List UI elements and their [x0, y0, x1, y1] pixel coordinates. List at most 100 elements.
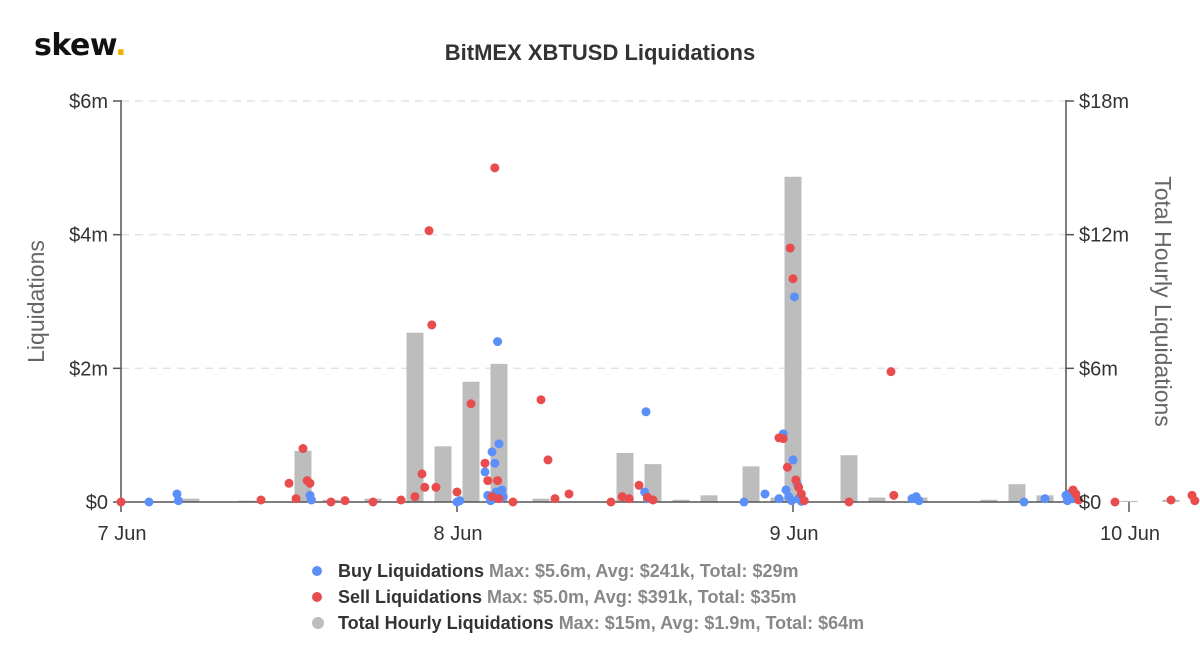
legend-buy-stats: Max: $5.6m, Avg: $241k, Total: $29m	[489, 561, 799, 581]
total-hourly-bar	[784, 176, 802, 502]
legend-item-total[interactable]: Total Hourly Liquidations Max: $15m, Avg…	[312, 610, 864, 636]
total-hourly-bar	[700, 495, 718, 502]
x-tick-label: 10 Jun	[1100, 523, 1160, 545]
chart-title: BitMEX XBTUSD Liquidations	[444, 40, 756, 65]
right-tick-label: $0	[1079, 492, 1101, 514]
sell-liquidation-point	[648, 495, 658, 505]
left-tick-label: $6m	[69, 91, 108, 113]
legend-total-symbol	[312, 617, 324, 630]
sell-liquidation-point	[487, 492, 497, 502]
sell-liquidation-point	[396, 495, 406, 505]
right-tick-label: $6m	[1079, 358, 1118, 380]
total-hourly-bar	[182, 498, 200, 502]
sell-liquidation-point	[550, 494, 560, 504]
sell-liquidation-point	[785, 243, 795, 253]
sell-liquidation-point	[791, 475, 801, 485]
legend-sell-stats: Max: $5.0m, Avg: $391k, Total: $35m	[487, 587, 797, 607]
legend-item-sell[interactable]: Sell Liquidations Max: $5.0m, Avg: $391k…	[312, 584, 864, 610]
buy-liquidation-point	[787, 496, 797, 506]
sell-liquidation-point	[889, 490, 899, 500]
sell-liquidation-point	[431, 482, 441, 492]
right-tick-label: $18m	[1079, 91, 1129, 113]
sell-liquidation-point	[782, 462, 792, 472]
x-tick-label: 8 Jun	[434, 523, 483, 545]
sell-liquidation-point	[452, 487, 462, 497]
left-tick-label: $4m	[69, 225, 108, 247]
buy-liquidation-point	[493, 337, 503, 347]
sell-liquidation-point	[1166, 495, 1176, 505]
axis-labels: $0 $2m $4m $6m $0 $6m $12m $18m 7 Jun 8 Jun 9 Jun 1…	[23, 91, 1176, 545]
buy-liquidation-point	[144, 497, 154, 507]
total-hourly-bar	[840, 455, 858, 502]
sell-liquidation-point	[564, 489, 574, 499]
sell-liquidation-point	[788, 274, 798, 284]
right-tick-label: $12m	[1079, 225, 1129, 247]
legend-total-stats: Max: $15m, Avg: $1.9m, Total: $64m	[558, 613, 865, 633]
total-hourly-bar	[616, 452, 634, 502]
sell-liquidation-point	[886, 367, 896, 377]
total-hourly-bar	[462, 381, 480, 502]
left-axis-title: Liquidations	[23, 240, 49, 363]
buy-liquidation-point	[914, 496, 924, 506]
buy-liquidation-point	[788, 455, 798, 465]
buy-liquidation-point	[739, 497, 749, 507]
total-hourly-bar	[532, 498, 550, 502]
sell-liquidation-point	[617, 492, 627, 502]
sell-liquidation-point	[326, 497, 336, 507]
total-hourly-bar	[1120, 500, 1138, 502]
sell-liquidation-point	[424, 226, 434, 236]
sell-liquidation-points	[116, 163, 1200, 507]
sell-liquidation-point	[624, 494, 634, 504]
total-hourly-bar	[434, 446, 452, 502]
buy-liquidation-point	[497, 485, 507, 495]
sell-liquidation-point	[368, 497, 378, 507]
buy-liquidation-point	[306, 495, 316, 505]
legend-buy-name: Buy Liquidations	[338, 561, 484, 581]
sell-liquidation-point	[543, 455, 553, 465]
sell-liquidation-point	[508, 497, 518, 507]
sell-liquidation-point	[1190, 496, 1200, 506]
buy-liquidation-point	[490, 458, 500, 468]
legend: Buy Liquidations Max: $5.6m, Avg: $241k,…	[312, 558, 864, 636]
sell-liquidation-point	[291, 494, 301, 504]
total-hourly-bar	[672, 499, 690, 502]
buy-liquidation-point	[487, 447, 497, 457]
sell-liquidation-point	[778, 434, 788, 444]
legend-item-buy[interactable]: Buy Liquidations Max: $5.6m, Avg: $241k,…	[312, 558, 864, 584]
grid-lines	[121, 100, 1066, 370]
sell-liquidation-point	[1110, 497, 1120, 507]
skew-logo: skew.	[34, 28, 127, 63]
sell-liquidation-point	[490, 163, 500, 173]
sell-liquidation-point	[410, 492, 420, 502]
buy-liquidation-point	[760, 489, 770, 499]
sell-liquidation-point	[844, 497, 854, 507]
right-axis-title: Total Hourly Liquidations	[1150, 176, 1176, 427]
total-hourly-bar	[294, 450, 312, 502]
sell-liquidation-point	[116, 497, 126, 507]
sell-liquidation-point	[298, 444, 308, 454]
axes	[113, 100, 1130, 512]
buy-liquidation-points	[144, 292, 1078, 507]
total-hourly-bars	[182, 176, 1180, 502]
sell-liquidation-point	[483, 476, 493, 486]
total-hourly-bar	[742, 466, 760, 502]
sell-liquidation-point	[536, 395, 546, 405]
sell-liquidation-point	[340, 496, 350, 506]
buy-liquidation-point	[1040, 494, 1050, 504]
sell-liquidation-point	[427, 320, 437, 330]
total-hourly-bar	[980, 499, 998, 502]
x-tick-label: 7 Jun	[98, 523, 147, 545]
sell-liquidation-point	[493, 476, 503, 486]
sell-liquidation-point	[480, 458, 490, 468]
sell-liquidation-point	[1074, 495, 1084, 505]
sell-liquidation-point	[284, 478, 294, 488]
buy-liquidation-point	[789, 292, 799, 302]
legend-sell-symbol	[312, 592, 322, 603]
sell-liquidation-point	[606, 497, 616, 507]
sell-liquidation-point	[799, 496, 809, 506]
left-tick-label: $2m	[69, 358, 108, 380]
buy-liquidation-point	[1019, 497, 1029, 507]
sell-liquidation-point	[417, 469, 427, 479]
legend-sell-name: Sell Liquidations	[338, 587, 483, 607]
